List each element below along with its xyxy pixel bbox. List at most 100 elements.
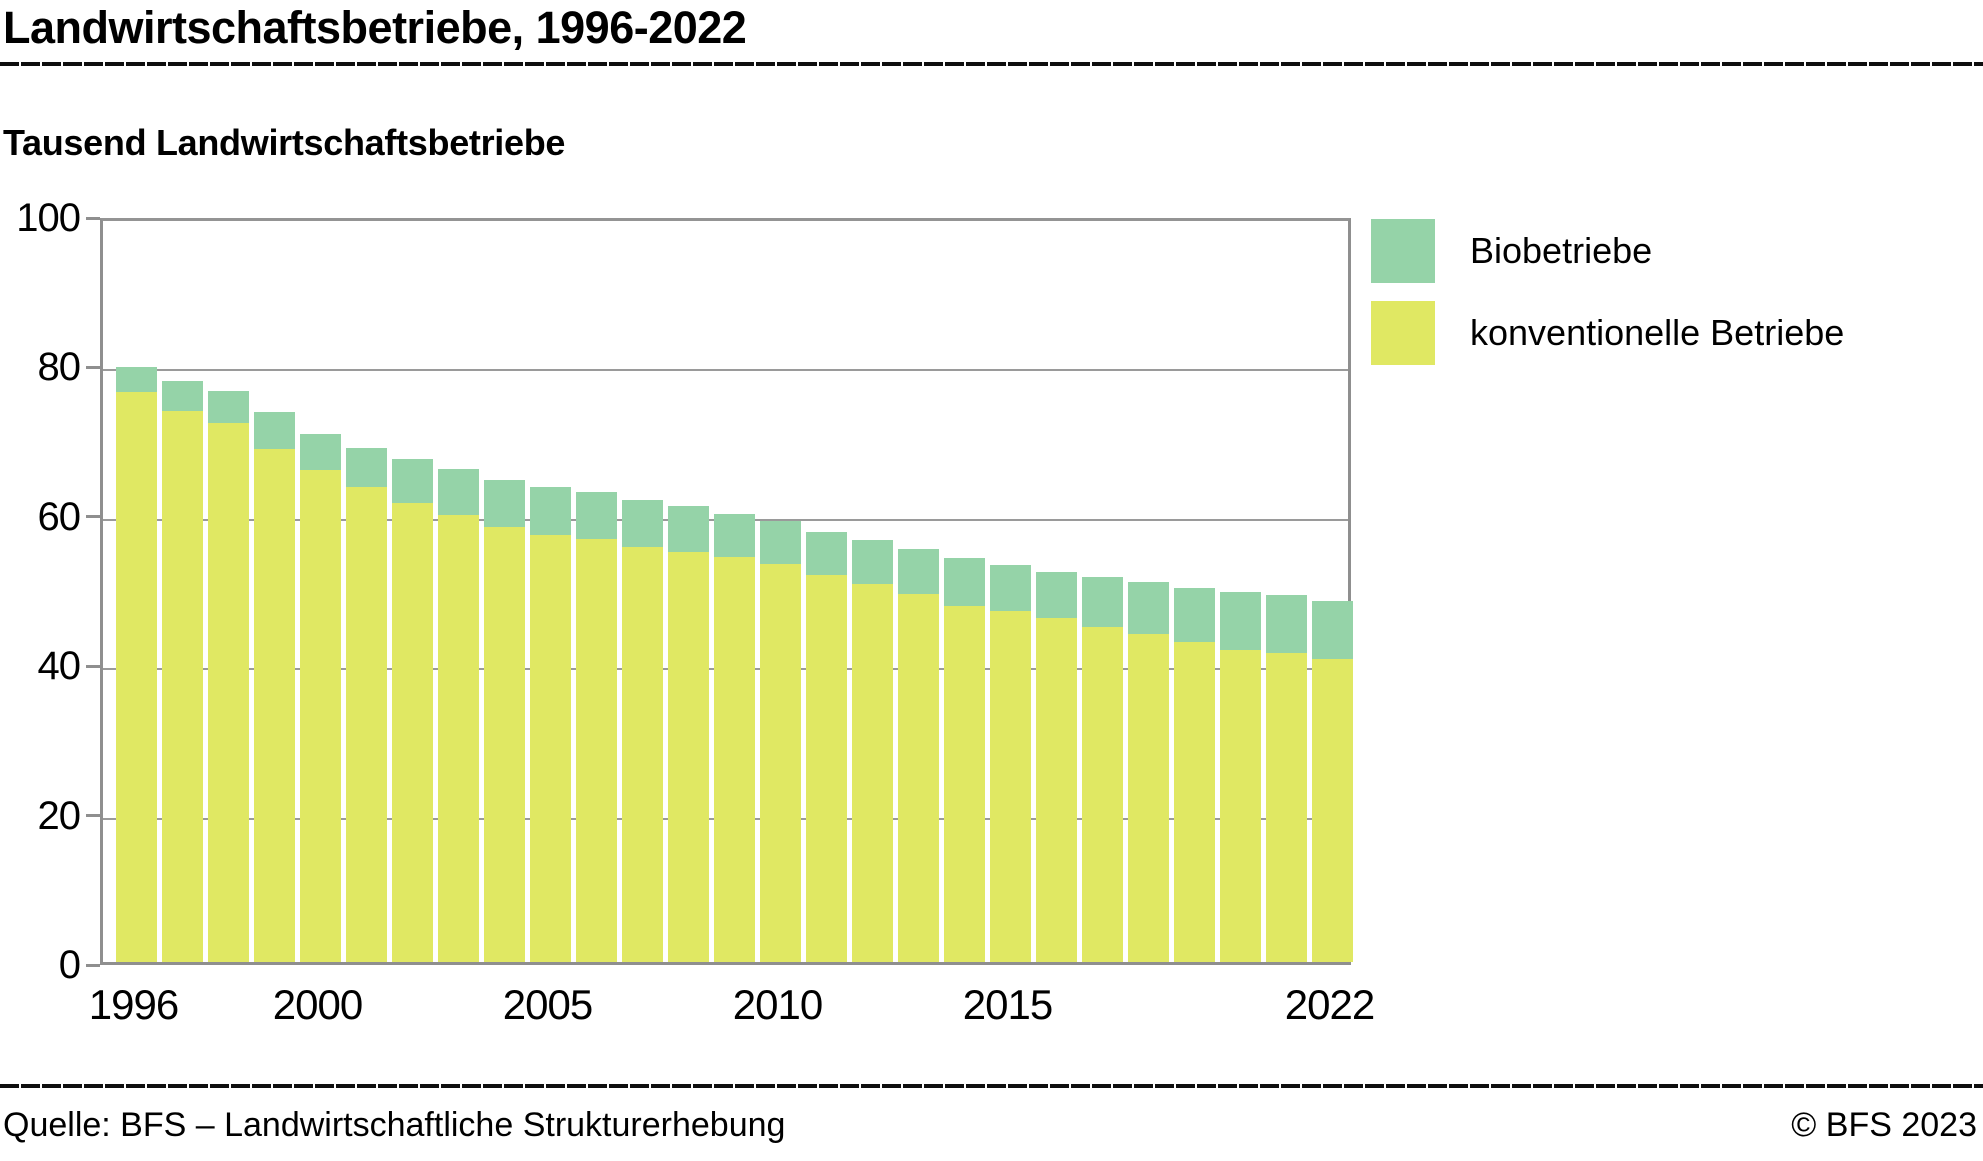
segment-konventionelle-2021 bbox=[1266, 653, 1307, 962]
y-axis-label-20: 20 bbox=[37, 794, 82, 838]
x-axis-label-2000: 2000 bbox=[272, 981, 363, 1028]
legend-label-bio: Biobetriebe bbox=[1470, 230, 1653, 271]
y-tick-0 bbox=[86, 964, 100, 967]
segment-konventionelle-2012 bbox=[852, 584, 893, 962]
segment-konventionelle-2020 bbox=[1220, 650, 1261, 962]
segment-bio-2001 bbox=[346, 448, 387, 487]
segment-bio-1997 bbox=[162, 381, 203, 411]
bar-2004 bbox=[484, 221, 525, 962]
segment-bio-2010 bbox=[760, 521, 801, 564]
segment-bio-2003 bbox=[438, 469, 479, 515]
bar-2003 bbox=[438, 221, 479, 962]
segment-konventionelle-2007 bbox=[622, 547, 663, 962]
segment-konventionelle-2015 bbox=[990, 611, 1031, 962]
bar-1996 bbox=[116, 221, 157, 962]
source-text: Quelle: BFS – Landwirtschaftliche Strukt… bbox=[3, 1106, 786, 1144]
plot-area bbox=[100, 218, 1353, 965]
chart-subtitle: Tausend Landwirtschaftsbetriebe bbox=[3, 122, 566, 163]
legend-item-conventional: konventionelle Betriebe bbox=[1371, 301, 1844, 365]
x-axis-label-2010: 2010 bbox=[732, 981, 823, 1028]
segment-bio-1999 bbox=[254, 412, 295, 449]
bar-2020 bbox=[1220, 221, 1261, 962]
bar-1998 bbox=[208, 221, 249, 962]
bar-2016 bbox=[1036, 221, 1077, 962]
segment-konventionelle-2003 bbox=[438, 515, 479, 962]
segment-bio-2012 bbox=[852, 540, 893, 584]
bar-2021 bbox=[1266, 221, 1307, 962]
segment-konventionelle-2017 bbox=[1082, 627, 1123, 962]
segment-bio-1998 bbox=[208, 391, 249, 423]
segment-bio-2019 bbox=[1174, 588, 1215, 642]
x-axis-label-2015: 2015 bbox=[962, 981, 1053, 1028]
segment-bio-2014 bbox=[944, 558, 985, 606]
footer-rule bbox=[0, 1084, 1983, 1088]
bar-1999 bbox=[254, 221, 295, 962]
page-title: Landwirtschaftsbetriebe, 1996-2022 bbox=[3, 2, 747, 53]
segment-bio-2006 bbox=[576, 492, 617, 539]
bar-2005 bbox=[530, 221, 571, 962]
segment-bio-2020 bbox=[1220, 592, 1261, 650]
bio-swatch bbox=[1371, 219, 1435, 283]
segment-bio-2018 bbox=[1128, 582, 1169, 634]
y-tick-20 bbox=[86, 814, 100, 817]
segment-bio-2000 bbox=[300, 434, 341, 470]
segment-konventionelle-2011 bbox=[806, 575, 847, 962]
legend: Biobetriebe konventionelle Betriebe bbox=[1371, 219, 1844, 383]
y-axis-label-100: 100 bbox=[16, 196, 81, 240]
segment-bio-2013 bbox=[898, 549, 939, 594]
segment-konventionelle-1997 bbox=[162, 411, 203, 962]
bar-2014 bbox=[944, 221, 985, 962]
segment-konventionelle-2018 bbox=[1128, 634, 1169, 962]
legend-label-conventional: konventionelle Betriebe bbox=[1470, 312, 1845, 353]
segment-bio-2011 bbox=[806, 532, 847, 575]
segment-bio-2004 bbox=[484, 480, 525, 527]
bar-2007 bbox=[622, 221, 663, 962]
segment-konventionelle-2002 bbox=[392, 503, 433, 962]
segment-bio-2008 bbox=[668, 506, 709, 552]
segment-konventionelle-2010 bbox=[760, 564, 801, 962]
segment-konventionelle-1998 bbox=[208, 423, 249, 962]
y-axis-label-40: 40 bbox=[37, 644, 82, 688]
bar-1997 bbox=[162, 221, 203, 962]
bar-2015 bbox=[990, 221, 1031, 962]
bar-2009 bbox=[714, 221, 755, 962]
segment-konventionelle-2014 bbox=[944, 606, 985, 962]
segment-bio-2015 bbox=[990, 565, 1031, 611]
x-axis-label-2005: 2005 bbox=[502, 981, 593, 1028]
y-tick-60 bbox=[86, 515, 100, 518]
bar-2006 bbox=[576, 221, 617, 962]
copyright-text: © BFS 2023 bbox=[1791, 1106, 1977, 1144]
y-tick-40 bbox=[86, 665, 100, 668]
segment-konventionelle-2019 bbox=[1174, 642, 1215, 962]
bar-2008 bbox=[668, 221, 709, 962]
bar-2002 bbox=[392, 221, 433, 962]
bar-2000 bbox=[300, 221, 341, 962]
bar-2010 bbox=[760, 221, 801, 962]
segment-konventionelle-1999 bbox=[254, 449, 295, 962]
y-axis-label-80: 80 bbox=[37, 345, 82, 389]
x-axis-label-1996: 1996 bbox=[88, 981, 179, 1028]
segment-konventionelle-2000 bbox=[300, 470, 341, 962]
segment-bio-2021 bbox=[1266, 595, 1307, 653]
segment-konventionelle-2016 bbox=[1036, 618, 1077, 962]
bar-2011 bbox=[806, 221, 847, 962]
segment-bio-2009 bbox=[714, 514, 755, 557]
segment-bio-2007 bbox=[622, 500, 663, 547]
legend-item-bio: Biobetriebe bbox=[1371, 219, 1844, 283]
gridline-80 bbox=[103, 369, 1348, 371]
bar-2018 bbox=[1128, 221, 1169, 962]
bar-2019 bbox=[1174, 221, 1215, 962]
bar-2001 bbox=[346, 221, 387, 962]
segment-bio-2005 bbox=[530, 487, 571, 535]
segment-konventionelle-2009 bbox=[714, 557, 755, 962]
y-axis-label-60: 60 bbox=[37, 495, 82, 539]
segment-bio-2022 bbox=[1312, 601, 1353, 659]
bar-2022 bbox=[1312, 221, 1353, 962]
segment-konventionelle-2008 bbox=[668, 552, 709, 962]
title-rule bbox=[0, 62, 1983, 66]
segment-konventionelle-2022 bbox=[1312, 659, 1353, 962]
x-axis-label-2022: 2022 bbox=[1284, 981, 1375, 1028]
segment-bio-1996 bbox=[116, 367, 157, 392]
y-axis-label-0: 0 bbox=[58, 943, 81, 987]
